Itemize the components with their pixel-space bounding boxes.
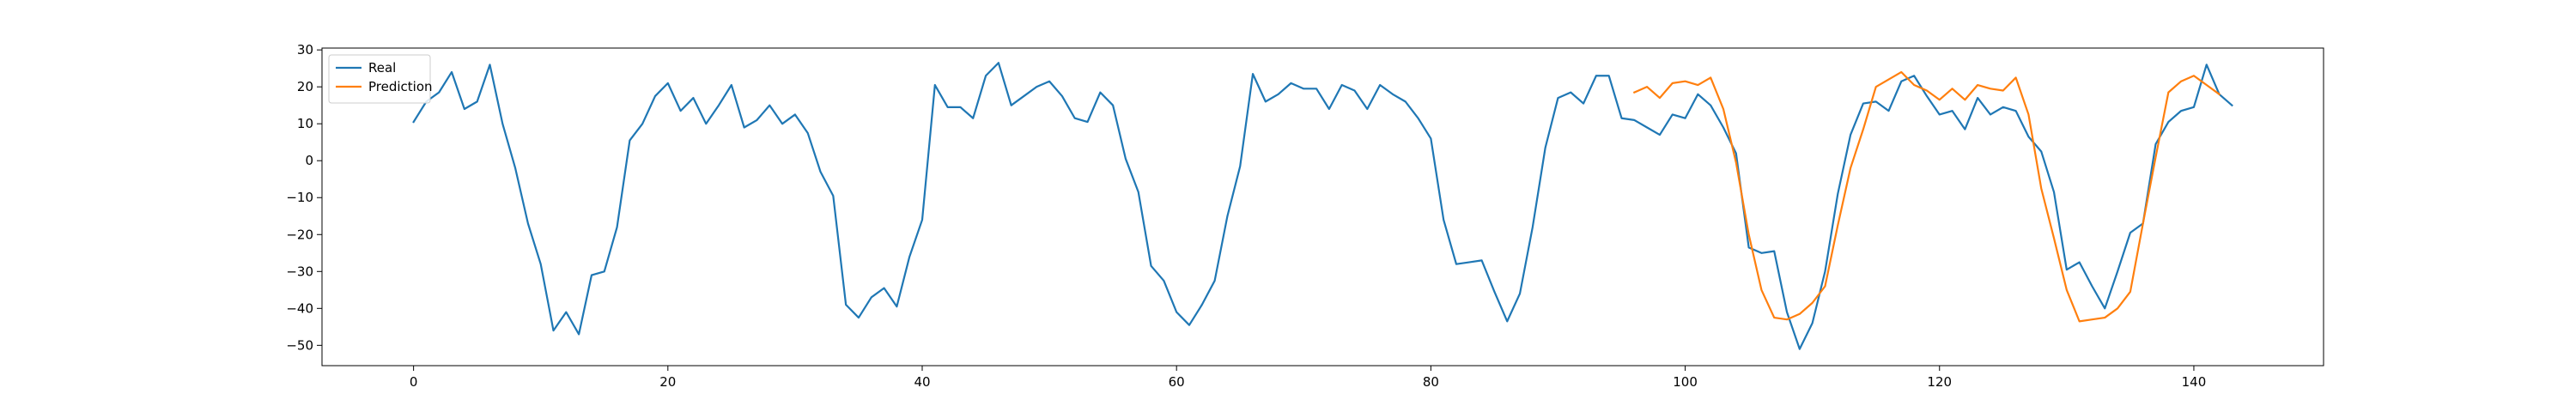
y-axis: 30 20 10 0 −10 −20 −30 −40 −50 — [286, 42, 322, 353]
y-tick-label: −20 — [286, 227, 313, 242]
legend-label-real: Real — [368, 60, 396, 76]
x-tick-label: 140 — [2182, 374, 2207, 390]
x-tick-label: 120 — [1927, 374, 1952, 390]
x-tick-label: 80 — [1423, 374, 1439, 390]
x-tick-label: 100 — [1673, 374, 1698, 390]
series-line-real — [412, 62, 2233, 350]
x-tick-label: 0 — [410, 374, 418, 390]
y-tick-label: 0 — [305, 153, 313, 168]
series-layer — [412, 62, 2233, 350]
x-tick-label: 20 — [659, 374, 676, 390]
x-tick-label: 40 — [914, 374, 930, 390]
y-tick-label: 20 — [297, 79, 313, 94]
plot-frame — [321, 47, 2324, 367]
y-tick-label: −30 — [286, 264, 313, 279]
x-tick-label: 60 — [1169, 374, 1185, 390]
y-tick-label: −10 — [286, 190, 313, 205]
x-axis: 0 20 40 60 80 100 120 140 — [410, 366, 2206, 390]
y-tick-label: −50 — [286, 337, 313, 353]
series-line-prediction — [1632, 70, 2221, 323]
y-tick-label: 30 — [297, 42, 313, 58]
legend-label-prediction: Prediction — [368, 79, 433, 94]
legend: Real Prediction — [328, 54, 433, 104]
y-tick-label: 10 — [297, 116, 313, 131]
y-tick-label: −40 — [286, 300, 313, 316]
